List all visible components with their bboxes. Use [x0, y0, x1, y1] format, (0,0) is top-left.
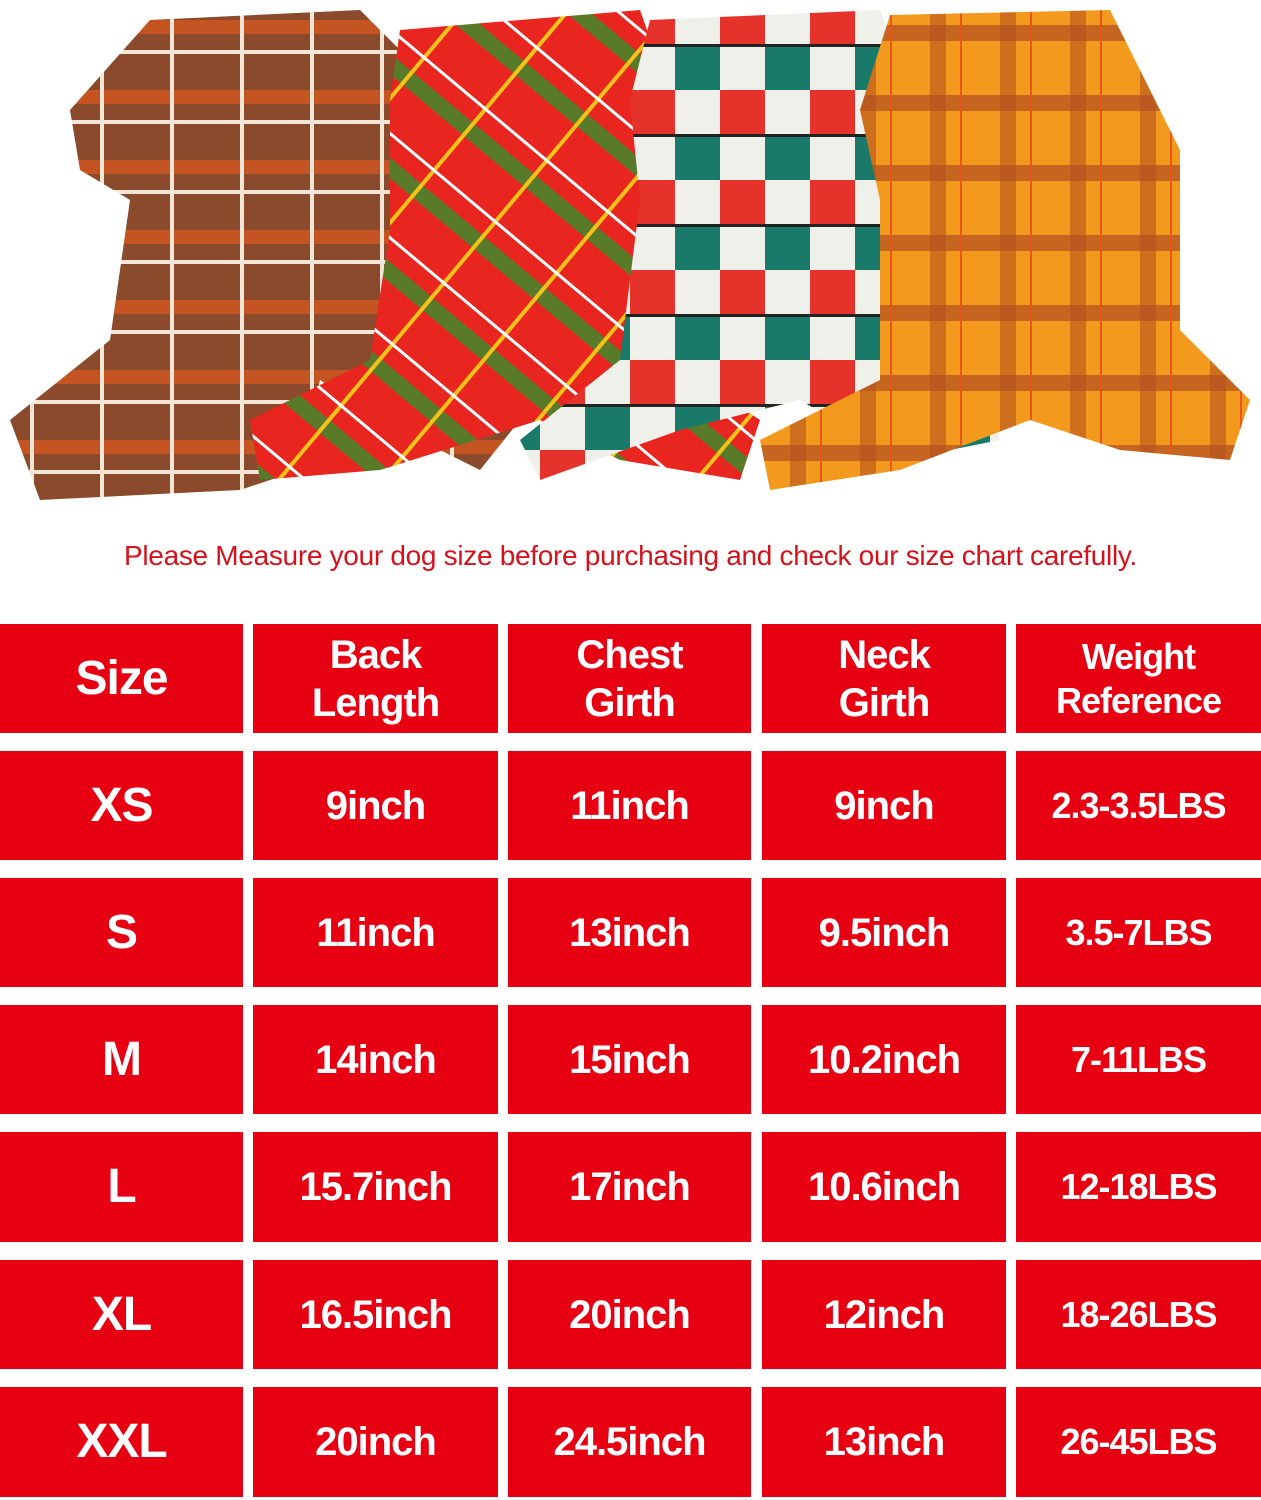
table-cell: 20inch — [508, 1260, 751, 1369]
table-header-cell: Back Length — [253, 624, 498, 733]
table-cell: 15.7inch — [253, 1132, 498, 1242]
table-cell: 12inch — [762, 1260, 1006, 1369]
table-cell: L — [0, 1132, 243, 1242]
table-cell: 12-18LBS — [1016, 1132, 1261, 1242]
table-header-cell: Neck Girth — [762, 624, 1006, 733]
table-cell: XXL — [0, 1387, 243, 1497]
product-photo — [10, 10, 1250, 500]
table-cell: 9inch — [253, 751, 498, 860]
table-cell: 18-26LBS — [1016, 1260, 1261, 1369]
table-cell: M — [0, 1005, 243, 1114]
table-cell: 3.5-7LBS — [1016, 878, 1261, 987]
table-cell: 9inch — [762, 751, 1006, 860]
table-cell: 7-11LBS — [1016, 1005, 1261, 1114]
table-cell: 9.5inch — [762, 878, 1006, 987]
measure-notice: Please Measure your dog size before purc… — [124, 540, 1137, 571]
table-header-cell: Size — [0, 624, 243, 733]
table-cell: S — [0, 878, 243, 987]
table-cell: 13inch — [508, 878, 751, 987]
table-cell: 10.6inch — [762, 1132, 1006, 1242]
table-cell: 24.5inch — [508, 1387, 751, 1497]
table-cell: 17inch — [508, 1132, 751, 1242]
table-cell: 2.3-3.5LBS — [1016, 751, 1261, 860]
table-cell: 14inch — [253, 1005, 498, 1114]
table-cell: XL — [0, 1260, 243, 1369]
table-cell: 16.5inch — [253, 1260, 498, 1369]
table-cell: 20inch — [253, 1387, 498, 1497]
pajama-orange — [760, 10, 1250, 490]
table-cell: 15inch — [508, 1005, 751, 1114]
table-header-cell: Weight Reference — [1016, 624, 1261, 733]
table-cell: 13inch — [762, 1387, 1006, 1497]
table-cell: 26-45LBS — [1016, 1387, 1261, 1497]
table-cell: 11inch — [508, 751, 751, 860]
table-cell: 11inch — [253, 878, 498, 987]
table-header-cell: Chest Girth — [508, 624, 751, 733]
table-cell: XS — [0, 751, 243, 860]
table-cell: 10.2inch — [762, 1005, 1006, 1114]
